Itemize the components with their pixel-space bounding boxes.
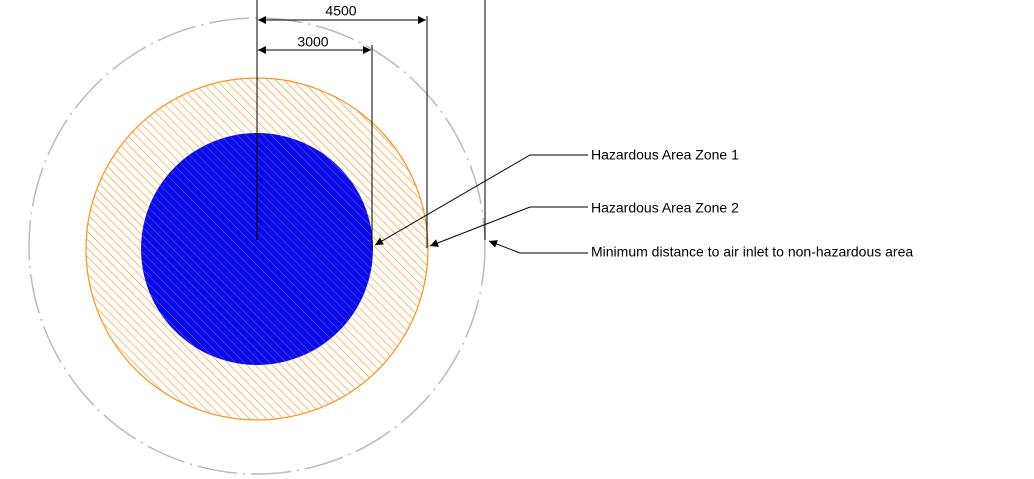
- dimension-label: 4500: [325, 3, 356, 19]
- zone1-circle: [141, 133, 373, 365]
- leader-line: [488, 240, 588, 254]
- label-bg: [318, 5, 364, 19]
- leader-line: [374, 154, 588, 246]
- leader-label: Hazardous Area Zone 1: [591, 147, 739, 163]
- dimension-label: 3000: [297, 34, 328, 50]
- leader-label: Minimum distance to air inlet to non-haz…: [591, 244, 913, 260]
- label-bg: [290, 35, 336, 49]
- leader-label: Hazardous Area Zone 2: [591, 200, 739, 216]
- leader-line: [429, 206, 588, 247]
